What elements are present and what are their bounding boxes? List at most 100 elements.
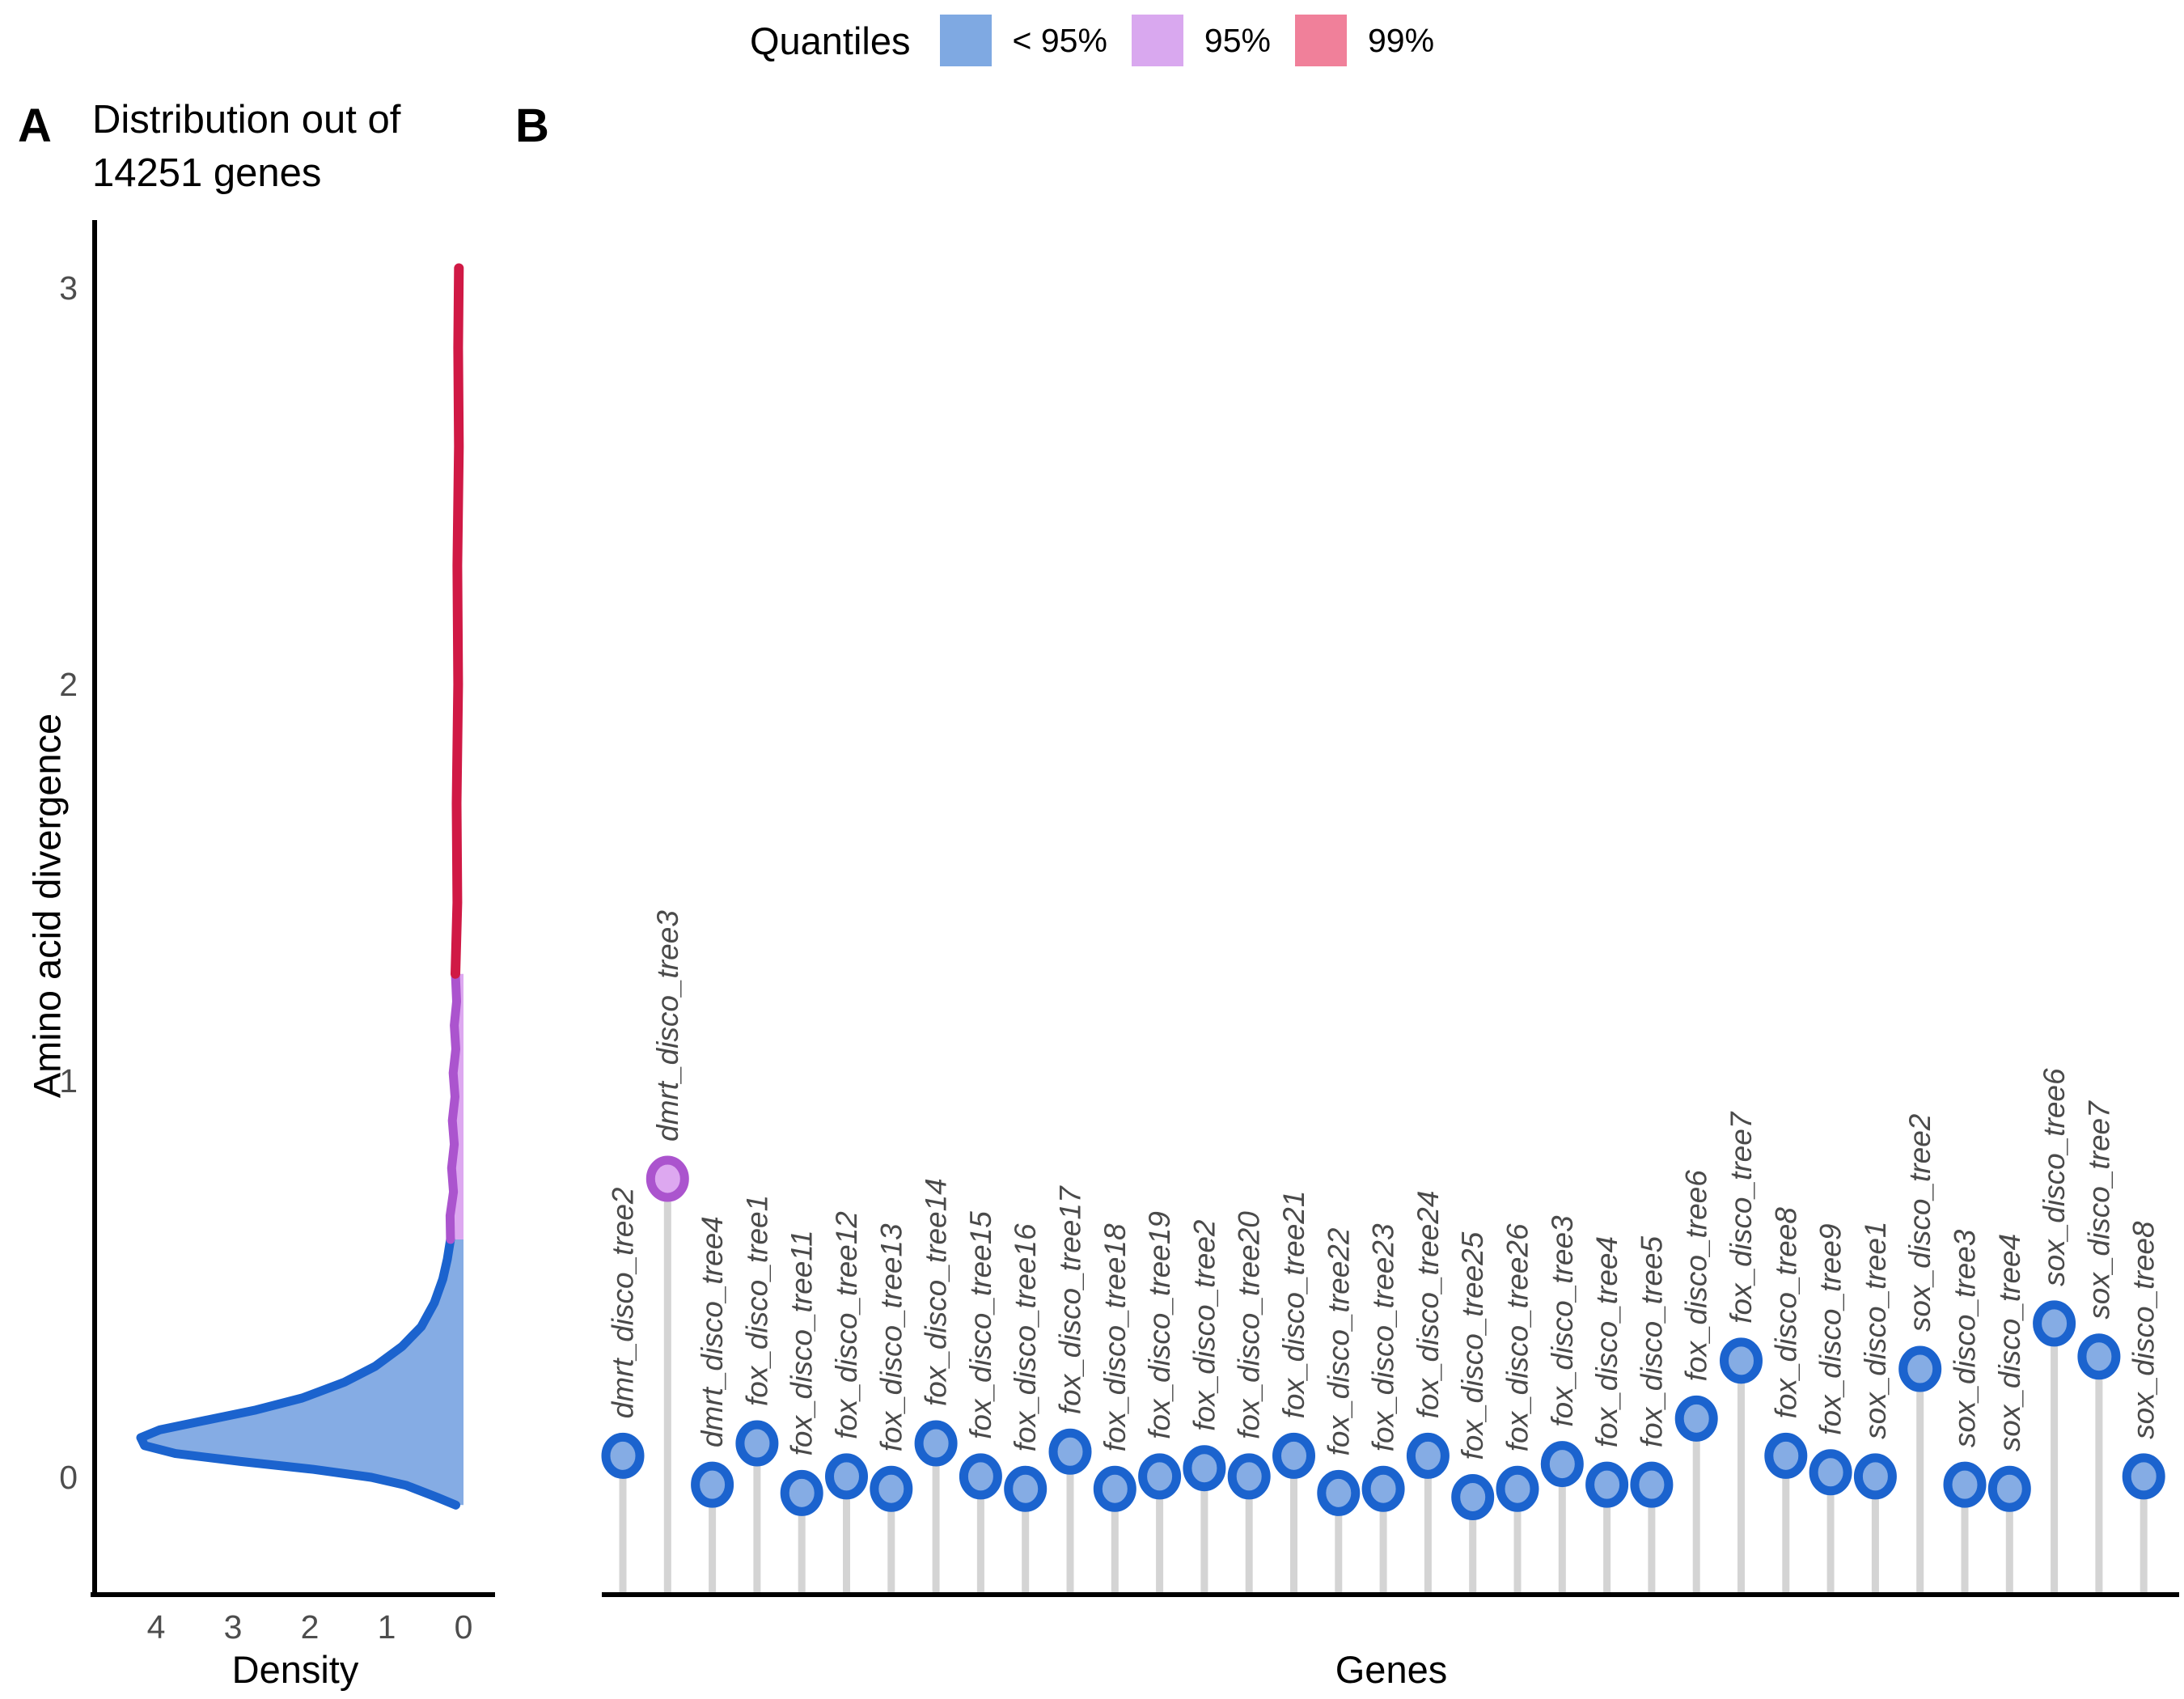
gene-label: fox_disco_tree14 bbox=[920, 1178, 953, 1406]
density-fill-lt95 bbox=[141, 1239, 463, 1506]
gene-label: fox_disco_tree19 bbox=[1143, 1211, 1176, 1439]
gene-label: fox_disco_tree21 bbox=[1277, 1191, 1310, 1419]
lollipop-point bbox=[691, 1461, 734, 1508]
panel-a-ytick-0: 0 bbox=[59, 1459, 78, 1496]
lollipop-point bbox=[1361, 1465, 1405, 1512]
legend-swatch-99 bbox=[1294, 15, 1347, 66]
gene-label: fox_disco_tree24 bbox=[1412, 1191, 1445, 1419]
panel-a-title-line1: Distribution out of bbox=[92, 98, 401, 142]
gene-label: fox_disco_tree4 bbox=[1590, 1236, 1623, 1447]
lollipop-point bbox=[825, 1453, 868, 1500]
gene-label: sox_disco_tree2 bbox=[1903, 1113, 1936, 1332]
gene-label: fox_disco_tree6 bbox=[1680, 1170, 1713, 1382]
lollipop-point bbox=[601, 1432, 645, 1479]
panel-a-xtick-1: 1 bbox=[378, 1608, 396, 1646]
gene-label: fox_disco_tree9 bbox=[1814, 1224, 1848, 1435]
gene-label: dmrt_disco_tree2 bbox=[607, 1187, 640, 1418]
gene-label: fox_disco_tree13 bbox=[874, 1223, 908, 1451]
gene-label: fox_disco_tree7 bbox=[1725, 1111, 1758, 1324]
panel-b-xaxis-title: Genes bbox=[1335, 1648, 1448, 1691]
gene-label: fox_disco_tree26 bbox=[1501, 1223, 1534, 1451]
lollipop-point bbox=[1183, 1445, 1226, 1492]
lollipop-point bbox=[2122, 1453, 2165, 1500]
gene-label: dmrt_disco_tree3 bbox=[651, 910, 684, 1142]
lollipop-point bbox=[1585, 1461, 1629, 1508]
lollipop-point bbox=[1898, 1345, 1942, 1392]
lollipop-point bbox=[1317, 1469, 1361, 1516]
panel-a-xtick-4: 4 bbox=[147, 1608, 166, 1646]
lollipop-point bbox=[1496, 1465, 1539, 1512]
legend-item-99: 99% bbox=[1294, 15, 1435, 66]
density-curve-99 bbox=[451, 263, 464, 979]
lollipop-point bbox=[1674, 1395, 1718, 1442]
gene-label: fox_disco_tree1 bbox=[740, 1195, 773, 1406]
legend-swatch-95 bbox=[1131, 15, 1183, 66]
lollipop-point bbox=[1987, 1465, 2031, 1512]
lollipop-point bbox=[1093, 1465, 1136, 1512]
gene-label: sox_disco_tree7 bbox=[2082, 1100, 2115, 1320]
lollipop-point bbox=[1227, 1453, 1271, 1500]
legend-swatch-lt95 bbox=[939, 15, 992, 66]
panel-a-ytick-3: 3 bbox=[59, 269, 78, 307]
gene-label: fox_disco_tree12 bbox=[830, 1211, 863, 1439]
gene-label: fox_disco_tree16 bbox=[1009, 1223, 1042, 1451]
lollipop-point bbox=[1630, 1461, 1674, 1508]
quantiles-legend: Quantiles < 95% 95% 99% bbox=[0, 15, 2184, 66]
gene-label: fox_disco_tree20 bbox=[1233, 1211, 1266, 1439]
gene-label: sox_disco_tree8 bbox=[2127, 1221, 2161, 1439]
gene-label: sox_disco_tree6 bbox=[2038, 1068, 2071, 1286]
gene-label: fox_disco_tree3 bbox=[1546, 1215, 1579, 1427]
lollipop-point bbox=[914, 1420, 958, 1467]
legend-label-lt95: < 95% bbox=[1012, 21, 1107, 59]
gene-label: fox_disco_tree15 bbox=[964, 1211, 997, 1439]
lollipop-point bbox=[1451, 1473, 1495, 1520]
panel-a-xtick-2: 2 bbox=[301, 1608, 320, 1646]
lollipop-point bbox=[959, 1453, 1002, 1500]
lollipop-point bbox=[1540, 1441, 1584, 1488]
legend-label-99: 99% bbox=[1367, 21, 1435, 59]
gene-label: fox_disco_tree23 bbox=[1367, 1223, 1400, 1451]
panel-a-title: Distribution out of 14251 genes bbox=[92, 94, 400, 200]
legend-label-95: 95% bbox=[1204, 21, 1271, 59]
legend-title: Quantiles bbox=[749, 19, 911, 62]
gene-label: fox_disco_tree8 bbox=[1769, 1207, 1802, 1419]
gene-label: fox_disco_tree11 bbox=[785, 1230, 819, 1455]
lollipop-point bbox=[1809, 1449, 1852, 1496]
panel-a-ytick-1: 1 bbox=[59, 1062, 78, 1099]
lollipop-point bbox=[645, 1155, 689, 1202]
lollipop-point bbox=[1764, 1432, 1808, 1479]
density-curve-95 bbox=[445, 969, 461, 1244]
panel-a-xaxis-title: Density bbox=[231, 1648, 359, 1691]
gene-label: fox_disco_tree22 bbox=[1322, 1227, 1355, 1455]
panel-a-ytick-2: 2 bbox=[59, 666, 78, 703]
gene-label: fox_disco_tree2 bbox=[1187, 1219, 1221, 1431]
legend-item-95: 95% bbox=[1131, 15, 1271, 66]
panel-b-tag: B bbox=[515, 100, 549, 152]
lollipop-point bbox=[735, 1420, 779, 1467]
gene-label: fox_disco_tree25 bbox=[1456, 1231, 1489, 1460]
lollipop-point bbox=[2077, 1333, 2121, 1380]
lollipop-point bbox=[1406, 1432, 1450, 1479]
lollipop-point bbox=[1720, 1337, 1763, 1384]
lollipop-point bbox=[780, 1469, 823, 1516]
gene-label: sox_disco_tree1 bbox=[1859, 1221, 1892, 1438]
lollipop-point bbox=[1004, 1465, 1048, 1512]
lollipop-point bbox=[1138, 1453, 1182, 1500]
panel-a-tag: A bbox=[18, 100, 52, 152]
gene-label: sox_disco_tree4 bbox=[1993, 1234, 2026, 1451]
panel-a-title-line2: 14251 genes bbox=[92, 150, 322, 195]
lollipop-point bbox=[1943, 1461, 1987, 1508]
gene-label: fox_disco_tree17 bbox=[1054, 1185, 1087, 1414]
gene-label: fox_disco_tree18 bbox=[1098, 1223, 1132, 1451]
density-curve-lt95 bbox=[136, 1235, 460, 1510]
panel-a-xtick-0: 0 bbox=[455, 1608, 473, 1646]
gene-label: dmrt_disco_tree4 bbox=[696, 1216, 729, 1447]
lollipop-point bbox=[1853, 1453, 1897, 1500]
gene-label: fox_disco_tree5 bbox=[1635, 1235, 1668, 1447]
lollipop-point bbox=[1272, 1432, 1315, 1479]
lollipop-point bbox=[1048, 1428, 1092, 1475]
panel-a-yaxis-title: Amino acid divergence bbox=[25, 713, 69, 1099]
lollipop-point bbox=[870, 1465, 913, 1512]
